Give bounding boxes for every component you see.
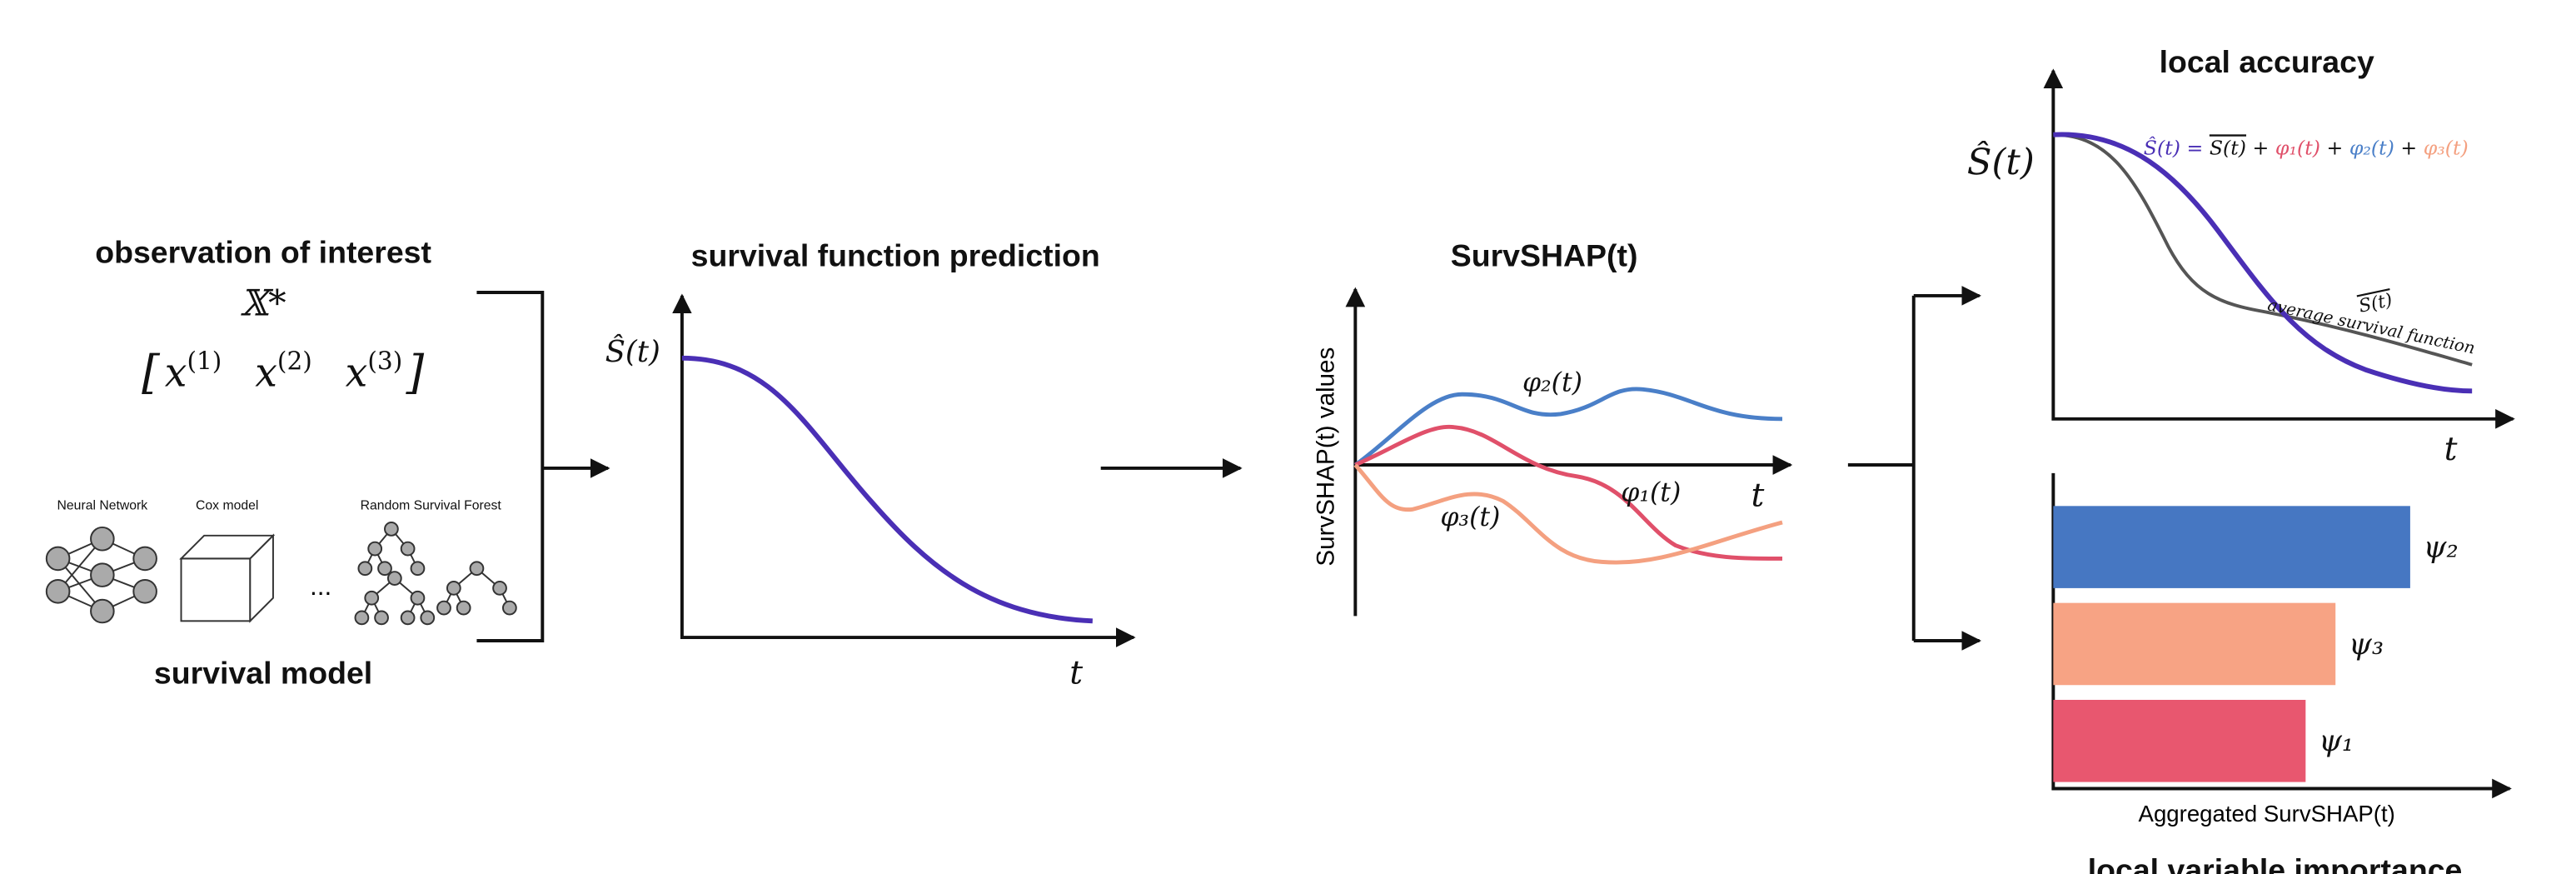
- x-label: Aggregated SurvSHAP(t): [2139, 801, 2395, 827]
- x-label: t: [1069, 653, 1083, 692]
- bracket-line: [476, 291, 545, 642]
- equation-part: φ₃(t): [2424, 136, 2469, 159]
- bar-label: ψ₂: [2424, 530, 2459, 564]
- equation: Ŝ(t) = S(t) + φ₁(t) + φ₂(t) + φ₃(t): [2144, 135, 2469, 159]
- bar-label: ψ₃: [2349, 627, 2384, 662]
- equation-part: S(t): [2210, 136, 2246, 159]
- curve-label: φ₂(t): [1522, 367, 1582, 397]
- shap-curve: [1354, 424, 1783, 561]
- survival-curve: [681, 355, 1093, 624]
- model-label: Cox model: [196, 498, 258, 512]
- feature: x(2): [255, 347, 312, 397]
- y-label: Ŝ(t): [1967, 141, 2035, 183]
- panel-footer: local variable importance: [2088, 852, 2463, 874]
- bar: [2053, 699, 2306, 782]
- forest-icon: [354, 522, 517, 626]
- bar: [2053, 602, 2336, 686]
- feature-sup: (2): [277, 347, 312, 376]
- panel-title: survival function prediction: [691, 237, 1100, 272]
- average-curve: [2053, 132, 2473, 367]
- equation-part: +: [2326, 136, 2343, 159]
- observation-symbol: 𝕏*: [240, 283, 286, 325]
- equation-part: +: [2400, 136, 2417, 159]
- shap-curve: [1353, 463, 1783, 565]
- network-icon: [45, 526, 157, 624]
- feature-sup: (1): [187, 347, 222, 376]
- cube-icon: [179, 533, 276, 623]
- axes: [2043, 68, 2515, 429]
- panel-title: SurvSHAP(t): [1451, 237, 1638, 272]
- equation-part: φ₂(t): [2349, 136, 2394, 159]
- prediction-curve: [2053, 132, 2473, 394]
- curve-label: φ₁(t): [1621, 477, 1681, 507]
- importance-bars: ψ₂ ψ₃ ψ₁: [2053, 506, 2459, 782]
- equation-part: Ŝ(t) =: [2144, 135, 2204, 159]
- equation-part: φ₁(t): [2275, 136, 2320, 159]
- ellipsis: ...: [310, 571, 331, 601]
- model-label: Neural Network: [57, 498, 148, 512]
- bracket: [: [142, 346, 161, 399]
- bracket: ]: [406, 346, 425, 399]
- y-label: SurvSHAP(t) values: [1313, 347, 1340, 567]
- feature-vector: x(1) x(2) x(3): [165, 347, 402, 397]
- bar: [2053, 506, 2410, 588]
- feature-base: x: [165, 350, 187, 396]
- average-symbol: S(t): [2357, 290, 2394, 317]
- curve-label: φ₃(t): [1440, 502, 1500, 532]
- x-label: t: [1751, 476, 1765, 514]
- model-label: Random Survival Forest: [361, 498, 502, 512]
- x-label: t: [2444, 430, 2458, 468]
- y-label: Ŝ(t): [605, 334, 660, 369]
- panel-footer: survival model: [154, 655, 372, 690]
- axes: [672, 293, 1136, 647]
- feature: x(1): [165, 347, 222, 397]
- equation-part: +: [2253, 136, 2270, 159]
- feature: x(3): [346, 347, 403, 397]
- feature-sup: (3): [367, 347, 402, 376]
- feature-base: x: [346, 350, 368, 396]
- bar-label: ψ₁: [2319, 724, 2354, 758]
- feature-base: x: [255, 350, 277, 396]
- panel-title: local accuracy: [2160, 44, 2374, 79]
- panel-title: observation of interest: [95, 234, 431, 269]
- shap-curve: [1353, 387, 1783, 467]
